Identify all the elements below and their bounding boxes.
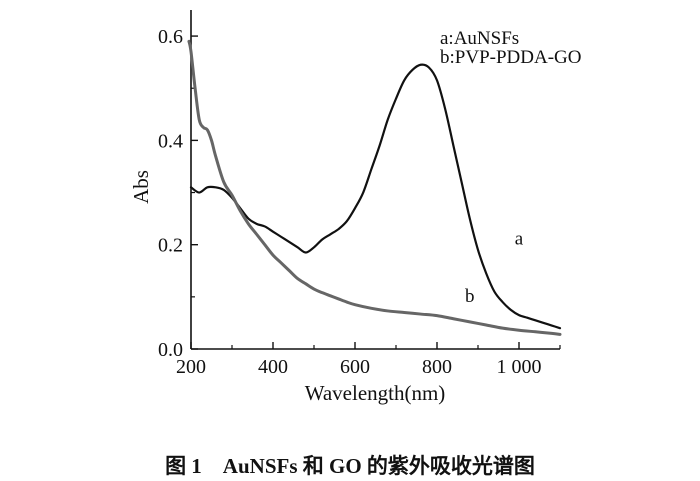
chart-ticks: 200 400 600 800 1 000 0.0 0.2 0.4 0.6 <box>158 26 561 378</box>
y-tick-label: 0.0 <box>158 339 183 361</box>
figure-caption: 图 1 AuNSFs 和 GO 的紫外吸收光谱图 <box>165 454 535 478</box>
legend-entry-a: a:AuNSFs <box>440 28 519 49</box>
chart-axes <box>190 10 560 350</box>
x-axis-title: Wavelength(nm) <box>305 381 446 405</box>
x-tick-label: 1 000 <box>497 356 542 378</box>
chart-labels: ab <box>465 229 524 307</box>
x-tick-label: 200 <box>176 356 206 378</box>
x-tick-label: 600 <box>340 356 370 378</box>
legend-entry-b: b:PVP-PDDA-GO <box>440 47 581 68</box>
series-line-a <box>189 63 562 330</box>
chart-series <box>187 39 562 336</box>
y-tick-label: 0.4 <box>158 130 183 152</box>
x-tick-label: 800 <box>422 356 452 378</box>
x-tick-label: 400 <box>258 356 288 378</box>
series-line-b <box>187 39 562 336</box>
y-tick-label: 0.6 <box>158 26 183 48</box>
curve-label-a: a <box>515 229 524 250</box>
curve-label-b: b <box>465 286 475 307</box>
y-tick-label: 0.2 <box>158 235 183 257</box>
y-axis-title: Abs <box>129 170 153 204</box>
